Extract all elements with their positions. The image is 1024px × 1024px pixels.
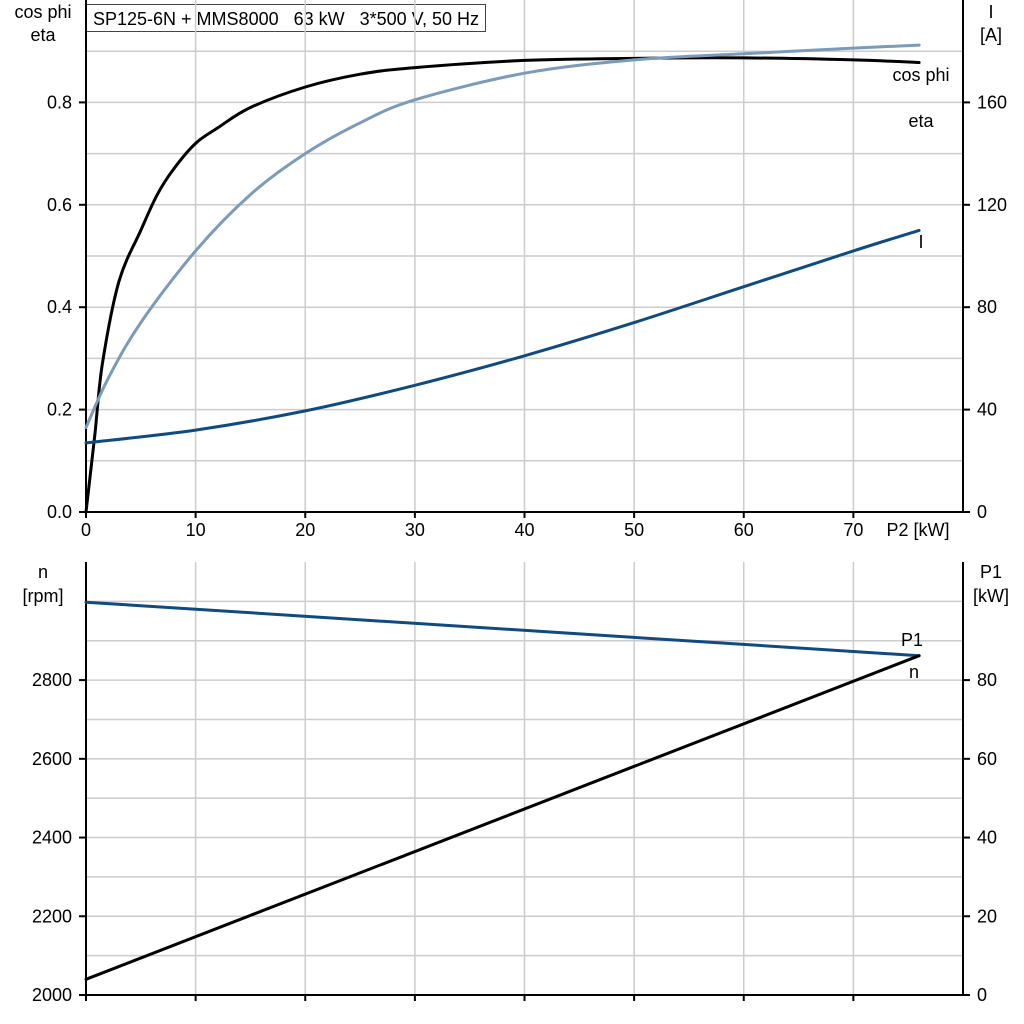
x-tick-label: 30 bbox=[405, 520, 425, 540]
left-tick-label: 2200 bbox=[32, 906, 72, 926]
x-tick-label: 60 bbox=[734, 520, 754, 540]
chart-title: SP125-6N + MMS8000 63 kW 3*500 V, 50 Hz bbox=[86, 4, 487, 32]
right-tick-label: 60 bbox=[977, 749, 997, 769]
right-tick-label: 0 bbox=[977, 985, 987, 1005]
right-tick-label: 120 bbox=[977, 195, 1007, 215]
left-tick-label: 0.2 bbox=[47, 400, 72, 420]
right-axis-title: [A] bbox=[980, 25, 1002, 45]
right-axis-title: [kW] bbox=[973, 586, 1009, 606]
left-tick-label: 2800 bbox=[32, 670, 72, 690]
series-line-eta bbox=[84, 56, 921, 514]
left-tick-label: 0.4 bbox=[47, 297, 72, 317]
series-line-cos-phi bbox=[84, 43, 921, 429]
series-label-i: I bbox=[918, 232, 923, 252]
x-tick-label: 10 bbox=[186, 520, 206, 540]
series-label-eta: eta bbox=[908, 111, 934, 131]
right-tick-label: 80 bbox=[977, 297, 997, 317]
left-axis-title: cos phi bbox=[14, 2, 71, 22]
left-axis-title: n bbox=[38, 562, 48, 582]
right-tick-label: 80 bbox=[977, 670, 997, 690]
left-axis-title: [rpm] bbox=[22, 586, 63, 606]
right-axis-title: P1 bbox=[980, 562, 1002, 582]
x-tick-label: 40 bbox=[514, 520, 534, 540]
right-tick-label: 0 bbox=[977, 502, 987, 522]
series-line-i bbox=[84, 228, 921, 445]
series-label-cos-phi: cos phi bbox=[892, 65, 949, 85]
series-line-p1 bbox=[84, 654, 921, 981]
x-tick-label: 70 bbox=[843, 520, 863, 540]
series-label-p1: P1 bbox=[901, 630, 923, 650]
right-tick-label: 40 bbox=[977, 400, 997, 420]
left-tick-label: 0.8 bbox=[47, 92, 72, 112]
right-axis-title: I bbox=[988, 2, 993, 22]
right-tick-label: 40 bbox=[977, 828, 997, 848]
left-tick-label: 0.6 bbox=[47, 195, 72, 215]
right-tick-label: 20 bbox=[977, 906, 997, 926]
left-tick-label: 2600 bbox=[32, 749, 72, 769]
x-tick-label: 0 bbox=[81, 520, 91, 540]
left-tick-label: 0.0 bbox=[47, 502, 72, 522]
right-tick-label: 160 bbox=[977, 92, 1007, 112]
left-tick-label: 2000 bbox=[32, 985, 72, 1005]
series-line-n bbox=[84, 600, 921, 658]
x-tick-label: 50 bbox=[624, 520, 644, 540]
series-label-n: n bbox=[909, 662, 919, 682]
x-axis-title: P2 [kW] bbox=[886, 520, 949, 540]
x-tick-label: 20 bbox=[295, 520, 315, 540]
left-axis-title: eta bbox=[30, 25, 56, 45]
left-tick-label: 2400 bbox=[32, 828, 72, 848]
